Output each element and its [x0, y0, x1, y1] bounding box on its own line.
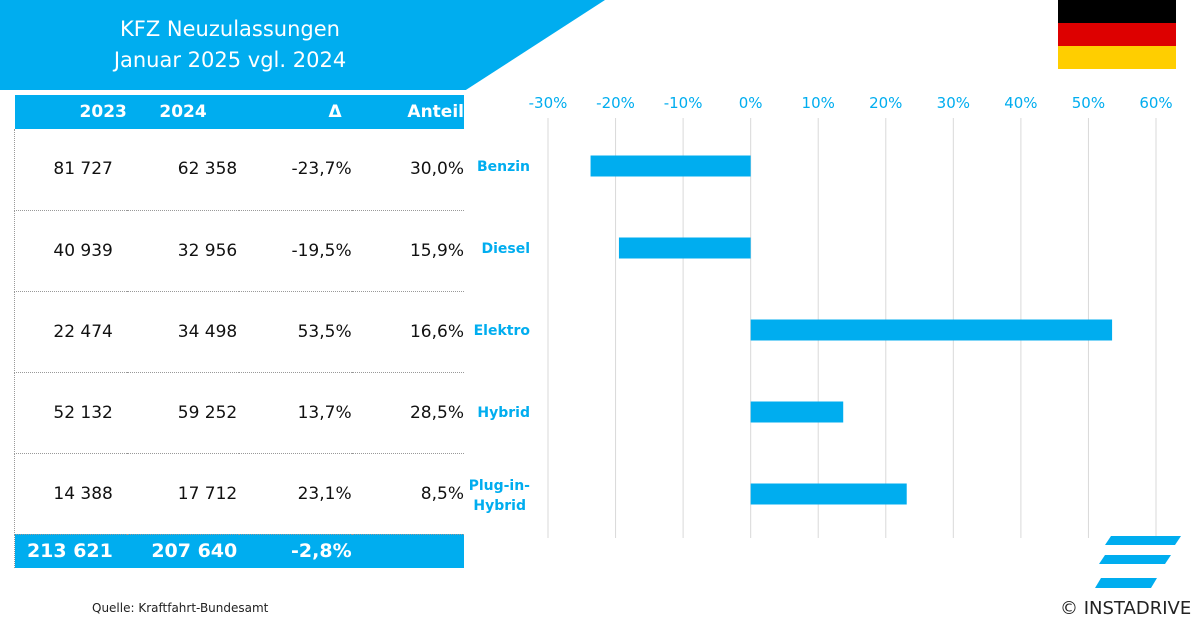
- total-anteil: [352, 534, 464, 568]
- category-label: Diesel: [481, 241, 530, 257]
- cell-anteil: 30,0%: [351, 129, 464, 211]
- cell-delta: 13,7%: [239, 372, 352, 454]
- cell-delta: 23,1%: [239, 453, 352, 535]
- x-tick-label: 10%: [802, 94, 835, 112]
- x-tick-label: -10%: [664, 94, 703, 112]
- registrations-table: 2023 2024 Δ Anteil 81 727 62 358 -23,7% …: [13, 95, 464, 568]
- total-2023: 213 621: [13, 534, 127, 568]
- cell-2024: 34 498: [126, 291, 240, 373]
- germany-flag-icon: [1058, 0, 1176, 69]
- cell-2023: 14 388: [13, 453, 127, 535]
- title-line-2: Januar 2025 vgl. 2024: [113, 48, 347, 72]
- page-title: KFZ Neuzulassungen Januar 2025 vgl. 2024: [90, 14, 370, 76]
- category-label: Benzin: [477, 159, 530, 175]
- x-tick-label: 60%: [1139, 94, 1172, 112]
- table-row: 14 388 17 712 23,1% 8,5%: [13, 453, 464, 535]
- cell-2023: 22 474: [13, 291, 127, 373]
- table-total-row: 213 621 207 640 -2,8%: [13, 534, 464, 568]
- bar: [750, 401, 844, 423]
- category-label: Plug-in-Hybrid: [470, 478, 530, 514]
- cell-2024: 59 252: [126, 372, 240, 454]
- cell-delta: 53,5%: [239, 291, 352, 373]
- x-tick-label: 50%: [1072, 94, 1105, 112]
- x-tick-label: -30%: [529, 94, 568, 112]
- cell-delta: -19,5%: [239, 210, 352, 292]
- cell-2024: 17 712: [126, 453, 240, 535]
- table-row: 81 727 62 358 -23,7% 30,0%: [13, 129, 464, 211]
- table-header-row: 2023 2024 Δ Anteil: [14, 95, 464, 129]
- x-tick-label: 0%: [739, 94, 763, 112]
- bar: [750, 483, 907, 505]
- table-row: 22 474 34 498 53,5% 16,6%: [13, 291, 464, 373]
- table-row: 40 939 32 956 -19,5% 15,9%: [13, 210, 464, 292]
- total-2024: 207 640: [151, 540, 238, 563]
- category-label: Hybrid: [477, 405, 530, 421]
- cell-anteil: 15,9%: [351, 210, 464, 292]
- x-tick-label: 40%: [1004, 94, 1037, 112]
- cell-2023: 40 939: [13, 210, 127, 292]
- bar: [618, 237, 751, 259]
- cell-delta: -23,7%: [239, 129, 352, 211]
- cell-2023: 52 132: [13, 372, 127, 454]
- change-bar-chart: -30% -20% -10% 0% 10% 20% 30% 40% 50% 60% Benzin Di…: [470, 94, 1173, 538]
- x-tick-label: 30%: [937, 94, 970, 112]
- copyright-text: © INSTADRIVE: [1060, 598, 1192, 619]
- cell-anteil: 8,5%: [351, 453, 464, 535]
- source-note: Quelle: Kraftfahrt-Bundesamt: [92, 601, 269, 615]
- header-delta: Δ: [328, 102, 342, 122]
- cell-2023: 81 727: [13, 129, 127, 211]
- x-tick-label: -20%: [596, 94, 635, 112]
- cell-2024: 32 956: [126, 210, 240, 292]
- category-label: Elektro: [474, 323, 531, 339]
- table-row: 52 132 59 252 13,7% 28,5%: [13, 372, 464, 454]
- cell-anteil: 16,6%: [351, 291, 464, 373]
- bar: [750, 319, 1113, 341]
- title-line-1: KFZ Neuzulassungen: [120, 17, 340, 41]
- header-2024: 2024: [159, 102, 207, 122]
- header-anteil: Anteil: [407, 102, 464, 122]
- cell-anteil: 28,5%: [351, 372, 464, 454]
- bar: [590, 155, 751, 177]
- x-tick-label: 20%: [869, 94, 902, 112]
- total-delta: -2,8%: [291, 540, 352, 563]
- header-2023: 2023: [79, 102, 127, 122]
- cell-2024: 62 358: [126, 129, 240, 211]
- instadrive-logo-icon: [1095, 536, 1181, 588]
